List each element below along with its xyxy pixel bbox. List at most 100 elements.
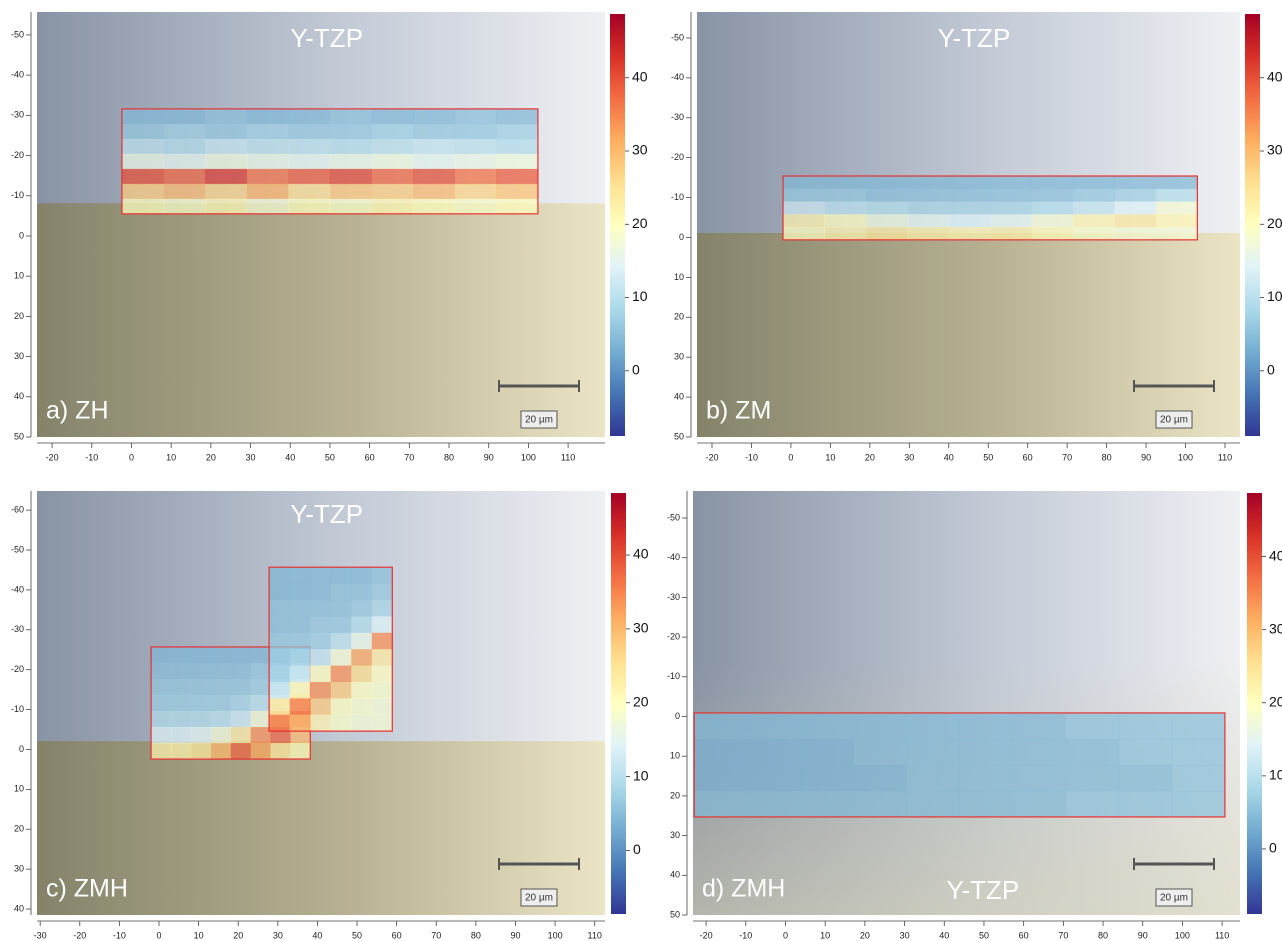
x-tick-label: 30 — [900, 930, 910, 940]
heat-cell — [170, 694, 192, 712]
x-tick-label: 110 — [561, 452, 575, 462]
y-tick-label: 50 — [670, 909, 680, 919]
heat-cell — [289, 616, 311, 634]
colorbar — [611, 493, 626, 914]
heat-cell — [163, 183, 206, 200]
panel-label: d) ZMH — [702, 875, 785, 903]
heat-cell — [210, 727, 232, 744]
heat-cell — [948, 176, 991, 190]
y-tick-label: 30 — [674, 352, 684, 362]
x-tick-label: 100 — [521, 452, 536, 462]
heat-cell — [269, 599, 291, 617]
x-tick-label: 100 — [1175, 930, 1190, 940]
heat-cell — [454, 123, 497, 140]
heat-cell — [351, 681, 373, 699]
heat-cell — [907, 201, 950, 215]
heat-cell — [269, 583, 291, 601]
heat-cell — [230, 662, 251, 680]
x-tick-label: 90 — [1141, 452, 1151, 462]
panel-label: b) ZM — [706, 397, 771, 425]
overlay-frame — [121, 108, 539, 215]
heat-cell — [351, 583, 373, 601]
heat-cell — [310, 698, 332, 716]
y-tick-label: -50 — [671, 32, 684, 42]
heat-cell — [1073, 227, 1115, 241]
overlay-frame — [693, 712, 1226, 818]
y-tick-label: -50 — [667, 512, 680, 522]
heat-cell — [824, 214, 867, 228]
heat-cell — [496, 183, 539, 200]
heat-cell — [329, 108, 372, 125]
heat-cell — [121, 153, 164, 170]
micrograph-bottom — [697, 233, 1240, 437]
heat-cell — [170, 678, 192, 696]
heat-cell — [121, 123, 164, 140]
x-tick-label: -10 — [85, 452, 98, 462]
colorbar — [1247, 493, 1262, 914]
heat-cell — [413, 138, 456, 155]
heat-cell — [230, 711, 251, 728]
heat-cell — [783, 214, 825, 228]
heat-cell — [948, 227, 991, 241]
heat-cell — [163, 138, 206, 155]
heat-cell — [1171, 712, 1226, 740]
heat-cell — [289, 567, 311, 584]
heat-cell — [1031, 176, 1074, 190]
x-tick-label: 0 — [156, 930, 161, 940]
x-tick-label: 90 — [1138, 930, 1148, 940]
scale-label: 20 µm — [1160, 893, 1188, 904]
heat-cell — [413, 168, 456, 185]
x-tick-label: -10 — [739, 930, 752, 940]
heat-cell — [1065, 738, 1120, 766]
heat-cell — [413, 123, 456, 140]
heat-cell — [205, 138, 248, 155]
heat-cell — [351, 599, 373, 617]
x-tick-label: 60 — [365, 452, 375, 462]
heat-cell — [210, 743, 232, 760]
heat-cell — [1155, 188, 1198, 202]
scale-label-box — [1155, 888, 1193, 907]
heat-cell — [289, 632, 311, 650]
x-tick-label: 20 — [865, 452, 875, 462]
x-tick-label: 110 — [1215, 930, 1229, 940]
x-tick-label: 80 — [1098, 930, 1108, 940]
heat-cell — [289, 665, 311, 683]
x-tick-label: 60 — [392, 930, 402, 940]
heat-cell — [959, 712, 1014, 740]
heat-cell — [246, 108, 289, 125]
scale-label-box — [520, 410, 558, 429]
heat-cell — [250, 743, 271, 760]
x-tick-label: -20 — [700, 930, 713, 940]
heat-cell — [269, 714, 291, 732]
x-tick-label: 110 — [1218, 452, 1232, 462]
heat-cell — [269, 665, 291, 683]
y-tick-label: 20 — [674, 312, 684, 322]
y-tick-label: 10 — [14, 271, 24, 281]
heat-cell — [865, 214, 908, 228]
y-tick-label: -30 — [667, 592, 680, 602]
heat-cell — [330, 714, 352, 732]
scale-label: 20 µm — [525, 893, 553, 904]
x-tick-label: 20 — [860, 930, 870, 940]
heat-cell — [454, 168, 497, 185]
heat-cell — [1118, 764, 1173, 792]
heat-cell — [170, 662, 192, 680]
heat-cell — [1073, 188, 1115, 202]
heat-cell — [121, 198, 164, 215]
heat-cell — [230, 694, 251, 712]
heat-cell — [190, 743, 212, 760]
heat-cell — [413, 183, 456, 200]
heat-cell — [800, 790, 854, 818]
heat-cell — [269, 698, 291, 716]
heat-cell — [853, 712, 907, 740]
colorbar-tick-label: 0 — [633, 841, 641, 857]
heat-cell — [250, 678, 271, 696]
x-tick-label: 30 — [273, 930, 283, 940]
heat-cell — [990, 176, 1033, 190]
heat-cell — [371, 567, 393, 584]
heat-cell — [800, 764, 854, 792]
heat-cell — [246, 138, 289, 155]
heat-cell — [290, 743, 311, 760]
heat-cell — [190, 678, 212, 696]
y-tick-label: 20 — [14, 824, 24, 834]
